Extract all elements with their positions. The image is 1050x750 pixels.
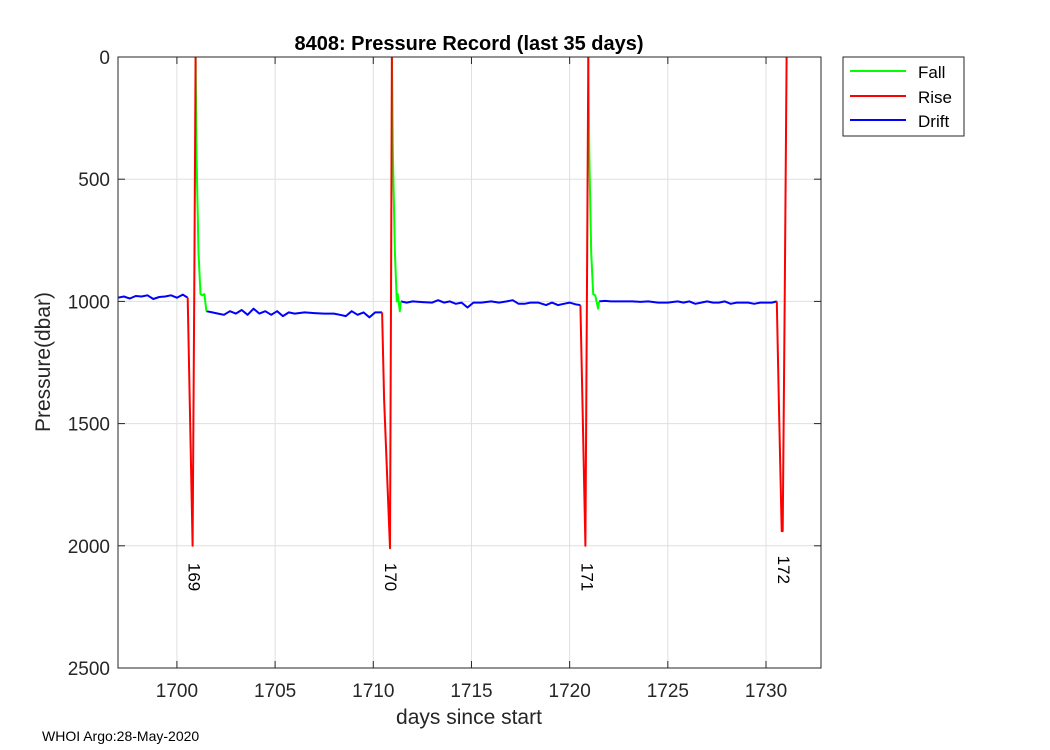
y-tick-label: 2000 xyxy=(68,537,110,558)
y-axis-label: Pressure(dbar) xyxy=(32,292,55,432)
cycle-label: 169 xyxy=(185,563,204,591)
x-tick-label: 1730 xyxy=(745,681,787,702)
series-fall xyxy=(194,56,601,313)
x-tick-label: 1725 xyxy=(647,681,689,702)
fall-line-segment xyxy=(194,56,208,312)
series-rise xyxy=(186,56,788,550)
plot-area xyxy=(118,57,821,668)
footer-credit: WHOI Argo:28-May-2020 xyxy=(42,728,199,744)
x-tick-label: 1710 xyxy=(352,681,394,702)
y-tick-label: 1000 xyxy=(68,292,110,313)
cycle-label: 170 xyxy=(381,563,400,591)
y-tick-label: 0 xyxy=(99,48,110,69)
rise-line-segment xyxy=(775,56,788,533)
fall-line-segment xyxy=(587,56,601,310)
chart-title: 8408: Pressure Record (last 35 days) xyxy=(294,33,643,55)
series-drift xyxy=(117,293,778,319)
rise-line-segment xyxy=(381,56,393,550)
rise-line-segment xyxy=(186,56,197,547)
cycle-annotations: 169 170 171 172 xyxy=(185,556,793,592)
rise-line-segment xyxy=(579,56,590,547)
drift-line-segment xyxy=(400,299,581,309)
y-tick-label: 2500 xyxy=(68,659,110,680)
y-tick-label: 1500 xyxy=(68,415,110,436)
drift-line-segment xyxy=(117,293,189,300)
y-axis-ticks: 0 500 1000 1500 2000 2500 xyxy=(68,48,821,680)
x-tick-label: 1705 xyxy=(254,681,296,702)
plot-frame xyxy=(117,56,822,669)
x-tick-label: 1715 xyxy=(450,681,492,702)
legend: Fall Rise Drift xyxy=(842,56,965,137)
drift-line-segment xyxy=(206,307,383,319)
x-tick-label: 1720 xyxy=(549,681,591,702)
cycle-label: 172 xyxy=(774,556,793,584)
drift-line-segment xyxy=(599,299,778,305)
x-axis-ticks: 1700 1705 1710 1715 1720 1725 1730 xyxy=(156,57,787,702)
fall-line-segment xyxy=(390,56,402,313)
y-tick-label: 500 xyxy=(78,170,110,191)
legend-label-drift: Drift xyxy=(918,112,949,131)
x-tick-label: 1700 xyxy=(156,681,198,702)
cycle-label: 171 xyxy=(577,563,596,591)
series-group xyxy=(117,56,788,550)
x-axis-label: days since start xyxy=(396,706,542,729)
legend-label-rise: Rise xyxy=(918,88,952,107)
legend-label-fall: Fall xyxy=(918,63,945,82)
